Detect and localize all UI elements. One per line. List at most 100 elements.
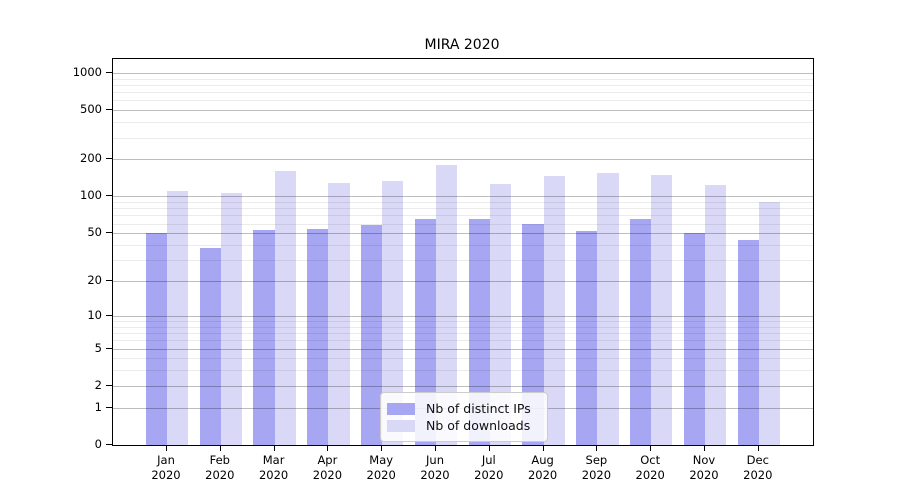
y-tick-label: 10 [87, 307, 102, 322]
y-axis-tick [106, 232, 112, 234]
minor-gridline [113, 333, 813, 334]
y-axis-tick [106, 280, 112, 281]
major-gridline [113, 315, 813, 317]
legend-label-distinct-ips: Nb of distinct IPs [426, 401, 531, 416]
y-tick-label: 200 [80, 151, 102, 166]
y-axis-tick [106, 314, 112, 316]
y-axis-tick [106, 158, 112, 160]
minor-gridline [113, 215, 813, 217]
x-axis-tick [327, 445, 329, 451]
minor-gridline [113, 122, 813, 124]
bars-layer [113, 59, 813, 445]
legend-item-distinct-ips: Nb of distinct IPs [387, 401, 539, 416]
bar-distinct-ips-nov [683, 233, 705, 445]
y-axis-tick [106, 384, 112, 386]
y-tick-label: 1 [94, 399, 102, 414]
x-tick-sublabel: 2020 [635, 468, 665, 482]
bar-distinct-ips-dec [737, 240, 759, 445]
grid-layer [113, 59, 813, 445]
x-tick-sublabel: 2020 [689, 468, 719, 482]
x-tick-sublabel: 2020 [420, 468, 450, 482]
x-axis-tick [704, 445, 705, 451]
bar-downloads-apr [328, 183, 350, 445]
x-tick-sublabel: 2020 [474, 468, 504, 482]
x-tick-label-apr: Apr 2020 [295, 453, 359, 483]
y-tick-label: 1000 [72, 64, 102, 79]
bar-downloads-jan [167, 190, 189, 445]
x-axis-tick [381, 445, 383, 451]
legend-label-downloads: Nb of downloads [426, 418, 531, 433]
x-tick-label-jul: Jul 2020 [457, 453, 521, 483]
x-tick-label-may: May 2020 [349, 453, 413, 483]
bar-distinct-ips-jan [145, 233, 167, 445]
legend-swatch-distinct-ips-icon [387, 402, 415, 415]
x-axis-tick [166, 445, 167, 451]
x-axis-tick [219, 445, 221, 451]
legend-item-downloads: Nb of downloads [387, 418, 539, 433]
y-axis-tick [106, 109, 112, 111]
x-axis-tick [650, 445, 652, 451]
minor-gridline [113, 202, 813, 204]
minor-gridline [113, 370, 813, 372]
x-tick-label-oct: Oct 2020 [618, 453, 682, 483]
bar-downloads-oct [651, 175, 673, 445]
major-gridline [113, 385, 813, 387]
bar-distinct-ips-feb [199, 247, 221, 445]
y-tick-label: 50 [87, 225, 102, 240]
legend: Nb of distinct IPs Nb of downloads [380, 392, 548, 442]
bar-downloads-dec [758, 201, 781, 445]
legend-swatch-downloads-icon [387, 419, 415, 432]
y-axis-tick [106, 195, 112, 197]
minor-gridline [113, 84, 813, 86]
minor-gridline [113, 321, 813, 322]
bar-downloads-nov [705, 185, 727, 445]
x-axis-tick [435, 445, 436, 451]
y-axis-tick [106, 444, 112, 445]
minor-gridline [113, 208, 813, 210]
minor-gridline [113, 358, 813, 360]
minor-gridline [113, 223, 813, 225]
minor-gridline [113, 245, 813, 246]
minor-gridline [113, 260, 813, 262]
major-gridline [113, 110, 813, 112]
y-tick-label: 20 [87, 273, 102, 287]
x-tick-label-jun: Jun 2020 [403, 453, 467, 483]
plot-area: Nb of distinct IPs Nb of downloads [112, 58, 814, 446]
y-axis-tick [106, 406, 112, 408]
bar-distinct-ips-mar [253, 230, 275, 445]
x-axis-tick [757, 445, 759, 451]
minor-gridline [113, 137, 813, 139]
bar-distinct-ips-may [360, 224, 383, 445]
bar-downloads-mar [274, 171, 296, 445]
major-gridline [113, 159, 813, 161]
minor-gridline [113, 78, 813, 80]
bar-distinct-ips-sep [576, 231, 598, 445]
y-tick-label: 0 [94, 437, 102, 451]
major-gridline [113, 72, 813, 74]
x-tick-sublabel: 2020 [205, 468, 235, 482]
y-tick-label: 500 [80, 102, 102, 117]
x-tick-label-jan: Jan 2020 [134, 453, 198, 483]
y-axis-tick [106, 71, 112, 73]
bar-downloads-sep [597, 172, 619, 445]
x-tick-label-sep: Sep 2020 [564, 453, 628, 483]
x-tick-sublabel: 2020 [743, 468, 773, 482]
x-tick-sublabel: 2020 [366, 468, 396, 482]
x-tick-sublabel: 2020 [581, 468, 612, 482]
bar-distinct-ips-apr [307, 229, 329, 445]
x-tick-label-feb: Feb 2020 [188, 453, 252, 483]
x-axis-tick [273, 445, 275, 451]
x-tick-label-aug: Aug 2020 [511, 453, 575, 483]
minor-gridline [113, 340, 813, 342]
bar-distinct-ips-oct [629, 218, 652, 445]
x-tick-sublabel: 2020 [527, 468, 558, 482]
major-gridline [113, 196, 813, 198]
chart-title: MIRA 2020 [424, 37, 500, 53]
major-gridline [113, 281, 813, 282]
y-axis-tick [106, 347, 112, 349]
minor-gridline [113, 326, 813, 328]
x-tick-label-mar: Mar 2020 [242, 453, 306, 483]
y-tick-label: 2 [94, 377, 102, 392]
minor-gridline [113, 100, 813, 102]
